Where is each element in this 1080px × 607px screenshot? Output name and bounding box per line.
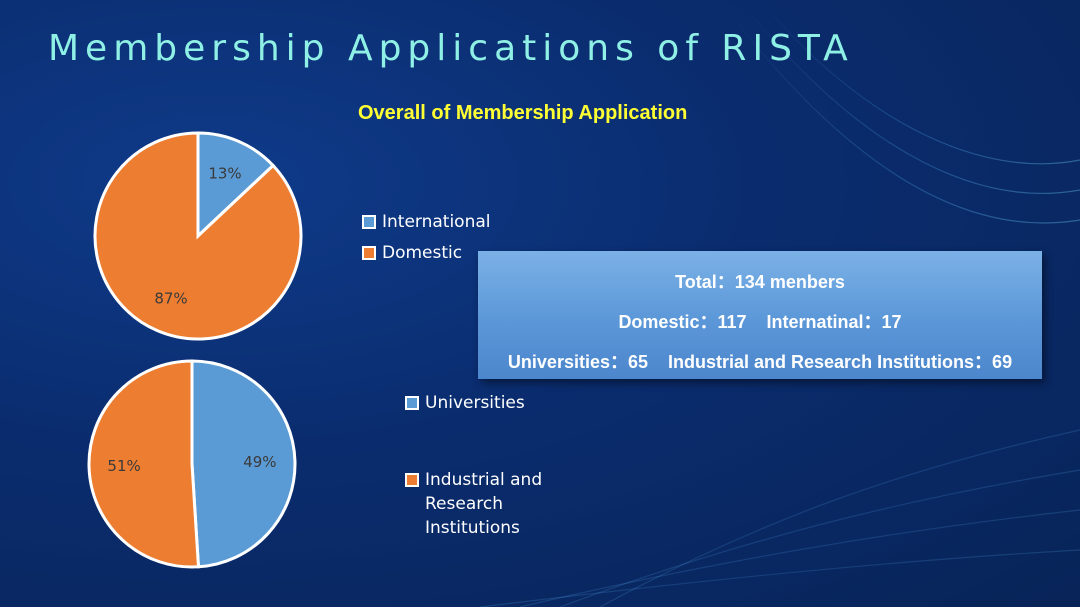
stat-industrial: Industrial and Research Institutions：69: [668, 352, 1013, 372]
membership-stats-box: Total：134 menbers Domestic：117 Internatin…: [478, 251, 1042, 379]
legend-swatch-blue: [405, 396, 419, 410]
stat-international: Internatinal：17: [766, 312, 902, 332]
legend-swatch-orange: [405, 473, 419, 487]
legend-item-universities: Universities: [405, 391, 525, 415]
legend-label: International: [382, 212, 491, 232]
legend-swatch-blue: [362, 215, 376, 229]
slide-title: Membership Applications of RISTA: [48, 28, 854, 69]
pie1-label-international: 13%: [208, 165, 241, 183]
legend-swatch-orange: [362, 246, 376, 260]
pie1-slice-domestic: [93, 131, 303, 341]
stat-total: Total：134 menbers: [675, 272, 845, 292]
legend-item-international: International: [362, 210, 491, 234]
stat-domestic: Domestic：117: [618, 312, 747, 332]
slide-subtitle: Overall of Membership Application: [358, 102, 688, 124]
pie-chart-international-domestic: 13% 87%: [93, 131, 303, 341]
stat-universities: Universities：65: [507, 352, 648, 372]
pie1-slice-international: [196, 131, 276, 240]
legend-item-industrial-research: Industrial and Research Institutions: [405, 468, 585, 540]
legend-label-line: Research: [425, 494, 503, 514]
pie2-label-industrial: 51%: [107, 457, 140, 475]
pie2-label-universities: 49%: [243, 453, 276, 471]
stat-domestic-international: Domestic：117 Internatinal：17: [478, 308, 1042, 334]
legend-label: Domestic: [382, 243, 463, 263]
pie2-slice-industrial-and-research-institutions: [87, 359, 201, 569]
legend-item-domestic: Domestic: [362, 241, 462, 265]
pie-chart-universities-industrial: 49% 51%: [87, 359, 297, 569]
legend-label: Universities: [425, 393, 525, 413]
legend-label-line: Institutions: [425, 518, 520, 538]
pie2-slice-universities: [190, 359, 297, 569]
legend-label-line: Industrial and: [425, 470, 543, 490]
stat-universities-industrial: Universities：65 Industrial and Research I…: [478, 348, 1042, 374]
pie1-label-domestic: 87%: [154, 289, 187, 307]
